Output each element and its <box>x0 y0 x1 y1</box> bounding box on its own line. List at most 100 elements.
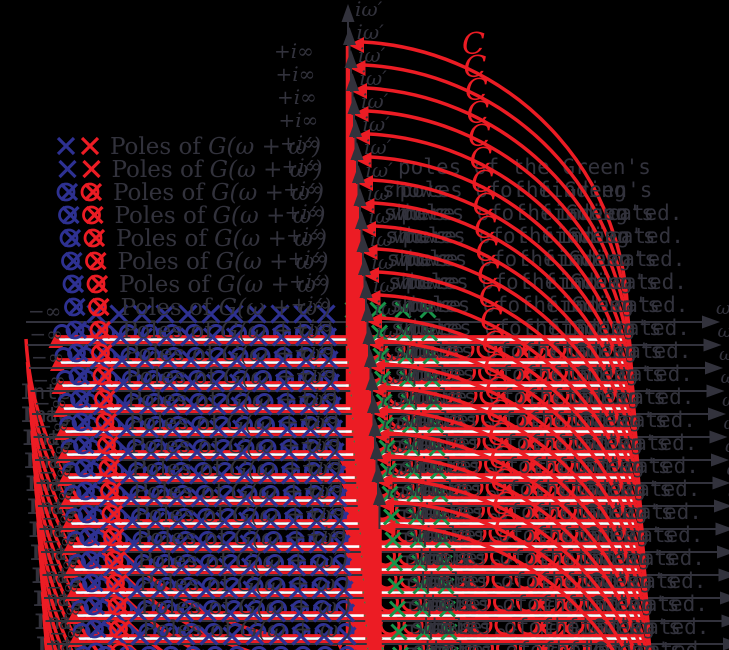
blue-pole-x <box>274 373 295 393</box>
legend-blue-x <box>77 458 97 478</box>
blue-pole-o <box>339 646 355 650</box>
minus-infinity-label: −∞ <box>34 391 67 415</box>
legend-blue-o <box>59 228 79 248</box>
blue-pole-x <box>243 603 264 623</box>
legend-blue-o <box>67 343 86 363</box>
blue-pole-x <box>225 327 246 347</box>
legend-red-o <box>100 481 119 501</box>
blue-pole-x <box>211 465 232 485</box>
legend-blue-x <box>62 228 82 248</box>
blue-pole-x <box>201 304 221 324</box>
blue-pole-x <box>197 603 218 623</box>
blue-pole-x <box>168 511 189 531</box>
real-axis-arrow-icon <box>714 499 729 513</box>
blue-pole-x <box>191 511 212 531</box>
plus-i-infinity-label: +i∞ <box>274 39 314 63</box>
caption-right: poles of the Green's <box>425 569 678 593</box>
blue-pole-x <box>262 534 282 554</box>
legend-red-o <box>107 596 127 616</box>
imaginary-axis-arrow-icon <box>361 303 374 321</box>
caption-right: poles of the Green's <box>416 431 669 455</box>
legend-blue-x <box>73 389 92 409</box>
legend-label: Poles of G(ω + ω′) <box>139 571 350 597</box>
blue-pole-x <box>334 580 354 600</box>
blue-pole-x <box>207 396 227 416</box>
imag-axis-label: iω′ <box>385 457 413 481</box>
blue-pole-x <box>165 465 186 485</box>
green-pole-x <box>397 347 415 365</box>
green-pole-x <box>404 462 423 480</box>
legend-label: Poles of G(ω + ω′) <box>118 249 329 275</box>
blue-pole-x <box>219 580 239 600</box>
blue-pole-x <box>270 304 290 324</box>
legend-red-x <box>101 458 121 478</box>
imaginary-axis-arrow-icon <box>352 165 365 183</box>
green-pole-x <box>425 393 443 411</box>
contour-arc-upper-right <box>382 339 649 642</box>
legend-red-x <box>107 550 127 570</box>
legend-red-o <box>91 343 110 363</box>
blue-pole-x <box>305 488 325 508</box>
blue-pole-x <box>288 580 308 600</box>
blue-pole-x <box>204 350 224 370</box>
real-axis-arrow-icon <box>703 338 722 352</box>
minus-infinity-label: −∞ <box>37 437 70 461</box>
legend-label: Poles of G(ω + ω′) <box>121 295 332 321</box>
contour-arc-upper-right <box>386 408 651 650</box>
real-axis-arrow-icon <box>721 614 729 628</box>
legend-red-o <box>88 297 107 317</box>
blue-pole-x <box>217 557 238 577</box>
blue-pole-x <box>253 396 273 416</box>
blue-pole-x <box>335 603 356 623</box>
green-pole-x <box>400 393 418 411</box>
plus-i-infinity-label: +i∞ <box>291 292 331 316</box>
blue-pole-x <box>110 327 131 347</box>
real-axis-arrow-icon <box>702 315 720 329</box>
green-pole-x <box>428 439 446 457</box>
caption-right: where <box>415 546 478 570</box>
legend-blue-x <box>67 297 86 317</box>
blue-pole-x <box>299 396 319 416</box>
contour-arc-upper-right <box>385 385 652 650</box>
minus-infinity-label: −∞ <box>28 299 61 323</box>
caption-right: shows <box>409 592 472 616</box>
plus-i-infinity-label: +i∞ <box>286 223 326 247</box>
blue-pole-x <box>286 557 307 577</box>
green-pole-x <box>407 508 426 526</box>
blue-pole-x <box>151 603 172 623</box>
imag-axis-label: iω′ <box>366 158 394 182</box>
caption-right: shows <box>412 638 475 650</box>
imag-axis-label: iω′ <box>357 20 385 44</box>
blue-pole-x <box>277 419 298 439</box>
blue-pole-x <box>176 626 196 646</box>
blue-pole-x <box>184 396 204 416</box>
blue-pole-x <box>302 442 322 462</box>
caption-right: poles of the Green's <box>401 201 654 225</box>
legend-red-x <box>88 251 107 271</box>
blue-pole-x <box>233 442 253 462</box>
legend-blue-x <box>86 596 106 616</box>
legend-blue-x <box>85 573 104 593</box>
legend-red-x <box>94 343 113 363</box>
contour-label: C <box>473 188 496 223</box>
blue-pole-x <box>309 557 330 577</box>
blue-pole-x <box>216 534 236 554</box>
caption-right: of finding <box>529 615 655 639</box>
contour-label: C <box>489 441 512 476</box>
legend-red-x <box>83 182 103 202</box>
legend-blue-o <box>85 619 104 639</box>
caption-right: indicated. <box>585 638 711 650</box>
blue-pole-x <box>124 534 144 554</box>
legend-blue-o <box>65 320 85 340</box>
blue-pole-x <box>285 534 305 554</box>
contour-arc-upper-right <box>389 454 644 650</box>
blue-pole-x <box>142 465 163 485</box>
legend-red-x <box>103 481 122 501</box>
blue-pole-x <box>306 511 327 531</box>
contour-label: C <box>467 96 490 131</box>
legend-label: Poles of G(ω + ω′) <box>125 364 336 390</box>
imag-axis-label: iω′ <box>372 250 400 274</box>
imag-axis-label: iω′ <box>384 434 412 458</box>
caption-right: poles of the Green's <box>400 178 653 202</box>
